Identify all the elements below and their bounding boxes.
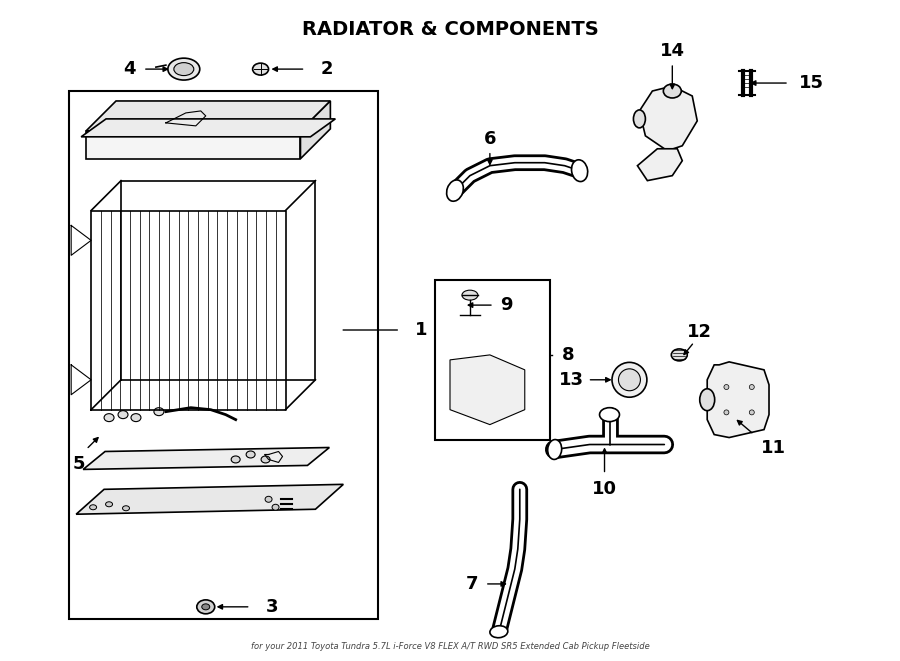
Ellipse shape [118, 410, 128, 418]
Ellipse shape [202, 604, 210, 610]
Text: 4: 4 [122, 60, 135, 78]
Ellipse shape [618, 369, 641, 391]
Text: 5: 5 [73, 455, 86, 473]
Ellipse shape [572, 160, 588, 182]
Text: 6: 6 [483, 130, 496, 148]
Text: for your 2011 Toyota Tundra 5.7L i-Force V8 FLEX A/T RWD SR5 Extended Cab Pickup: for your 2011 Toyota Tundra 5.7L i-Force… [250, 642, 650, 651]
Ellipse shape [231, 456, 240, 463]
Text: 3: 3 [266, 598, 278, 616]
Ellipse shape [490, 626, 508, 638]
Ellipse shape [174, 63, 194, 75]
Text: 12: 12 [687, 323, 712, 341]
Ellipse shape [671, 349, 688, 361]
Polygon shape [707, 362, 769, 438]
Ellipse shape [612, 362, 647, 397]
Polygon shape [76, 485, 343, 514]
Ellipse shape [154, 408, 164, 416]
Ellipse shape [117, 120, 135, 132]
Text: 11: 11 [761, 438, 786, 457]
Ellipse shape [699, 389, 715, 410]
Ellipse shape [446, 180, 464, 201]
Ellipse shape [90, 505, 96, 510]
Text: 10: 10 [592, 481, 617, 498]
Text: RADIATOR & COMPONENTS: RADIATOR & COMPONENTS [302, 20, 598, 39]
Ellipse shape [253, 63, 268, 75]
Ellipse shape [168, 58, 200, 80]
Polygon shape [301, 101, 330, 159]
Ellipse shape [599, 408, 619, 422]
Polygon shape [639, 86, 698, 151]
Ellipse shape [724, 385, 729, 389]
Bar [69, 91, 378, 619]
Ellipse shape [261, 456, 270, 463]
Ellipse shape [750, 410, 754, 415]
Text: 15: 15 [799, 74, 824, 92]
Text: 9: 9 [500, 296, 512, 314]
Ellipse shape [548, 440, 562, 459]
Ellipse shape [246, 451, 255, 458]
Polygon shape [450, 355, 525, 424]
Bar [435, 280, 550, 440]
Ellipse shape [104, 414, 114, 422]
Ellipse shape [634, 110, 645, 128]
Polygon shape [86, 131, 301, 159]
Text: 1: 1 [415, 321, 428, 339]
Text: 7: 7 [465, 575, 478, 593]
Ellipse shape [663, 84, 681, 98]
Text: 8: 8 [562, 346, 574, 364]
Text: 14: 14 [660, 42, 685, 60]
Polygon shape [637, 149, 682, 180]
Ellipse shape [724, 410, 729, 415]
Polygon shape [83, 447, 329, 469]
Polygon shape [81, 119, 336, 137]
Text: 13: 13 [559, 371, 584, 389]
Ellipse shape [272, 504, 279, 510]
Text: 2: 2 [320, 60, 333, 78]
Ellipse shape [750, 385, 754, 389]
Ellipse shape [131, 414, 141, 422]
Ellipse shape [266, 496, 272, 502]
Ellipse shape [197, 600, 215, 614]
Ellipse shape [462, 290, 478, 300]
Ellipse shape [122, 506, 130, 511]
Polygon shape [86, 101, 330, 131]
Ellipse shape [105, 502, 112, 507]
